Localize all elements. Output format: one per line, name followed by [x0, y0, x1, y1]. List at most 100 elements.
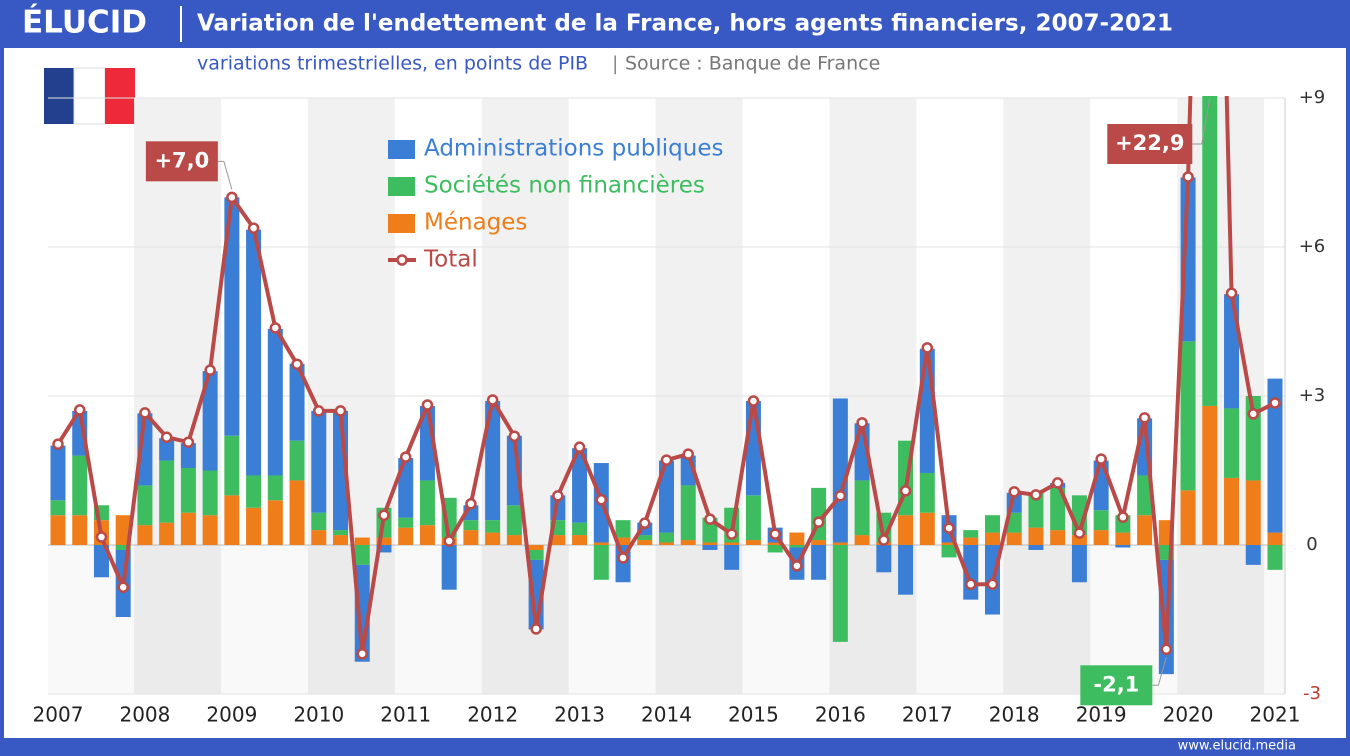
bar-segment — [745, 400, 761, 496]
bar-segment — [1267, 545, 1283, 570]
total-point — [1008, 486, 1020, 498]
total-point — [139, 407, 151, 419]
total-point — [226, 191, 238, 204]
bar-segment — [159, 460, 175, 523]
bar-segment — [659, 532, 674, 543]
bar-segment — [267, 475, 283, 501]
flag — [44, 67, 135, 125]
bar-segment — [180, 468, 196, 513]
bar-segment — [485, 532, 501, 545]
bar-segment — [311, 530, 327, 545]
total-point — [943, 522, 955, 534]
bar-segment — [50, 445, 66, 501]
y-tick-label: 0 — [1306, 534, 1317, 555]
x-tick-label: 2021 — [1250, 703, 1301, 727]
data-label: -2,1 — [1093, 672, 1139, 696]
bar-segment — [246, 475, 262, 508]
bar-segment — [832, 542, 848, 545]
bar-segment — [1071, 535, 1087, 545]
bar-segment — [159, 522, 175, 545]
bar-segment — [767, 542, 783, 545]
bar-segment — [1093, 510, 1109, 531]
x-tick-label: 2007 — [33, 703, 84, 727]
total-point — [1182, 171, 1194, 183]
y-tick-label: -3 — [1303, 683, 1321, 704]
total-point — [334, 405, 347, 417]
bar-segment — [72, 455, 88, 516]
x-tick-label: 2013 — [554, 703, 605, 727]
bar-segment — [159, 438, 175, 461]
bar-segment — [180, 443, 196, 469]
legend-label: Administrations publiques — [424, 136, 723, 162]
bar-segment — [550, 535, 566, 545]
bar-segment — [333, 535, 349, 545]
bar-segment — [572, 448, 588, 523]
bar-segment — [1071, 545, 1087, 583]
bar-segment — [832, 545, 848, 642]
bar-segment — [941, 545, 957, 558]
data-label: +22,9 — [1115, 131, 1184, 155]
bar-segment — [333, 530, 349, 536]
total-point — [1117, 511, 1129, 523]
total-point — [378, 509, 390, 521]
bar-segment — [180, 512, 196, 545]
bar-segment — [224, 197, 240, 436]
x-tick-label: 2014 — [641, 703, 692, 727]
total-point — [117, 581, 129, 593]
total-point — [269, 322, 282, 334]
bar-segment — [637, 535, 653, 541]
total-point — [1095, 453, 1107, 465]
total-point — [791, 560, 803, 572]
bar-segment — [659, 460, 674, 533]
bar-segment — [137, 525, 153, 545]
total-point — [921, 342, 934, 354]
total-point — [660, 454, 673, 466]
bar-segment — [789, 545, 805, 548]
bar-segment — [1224, 477, 1240, 545]
bar-segment — [1137, 515, 1153, 545]
bar-segment — [441, 545, 457, 590]
bar-segment — [1267, 378, 1283, 533]
bar-segment — [1050, 487, 1066, 531]
total-point — [682, 448, 694, 460]
total-point — [1160, 643, 1173, 656]
total-point — [725, 528, 738, 540]
bar-segment — [1028, 492, 1044, 528]
bar-segment — [289, 440, 305, 481]
y-tick-label: +6 — [1299, 236, 1326, 257]
total-point — [769, 528, 781, 540]
bar-segment — [528, 549, 544, 560]
bar-segment — [354, 537, 370, 545]
callout-leader — [1192, 97, 1211, 145]
bar-segment — [593, 542, 609, 545]
bar-segment — [680, 485, 696, 541]
bar-segment — [724, 542, 740, 545]
legend-label: Sociétés non financières — [424, 173, 705, 199]
total-point — [443, 535, 455, 547]
x-tick-label: 2009 — [206, 703, 257, 727]
bar-segment — [615, 520, 631, 538]
callout-box — [1107, 124, 1193, 164]
bar-segment — [115, 545, 131, 550]
bar-segment — [984, 532, 1000, 545]
bar-segment — [1202, 96, 1218, 406]
total-point — [573, 441, 586, 453]
bar-segment — [1180, 341, 1196, 491]
callout-leader — [1152, 657, 1167, 686]
footer-url: www.elucid.media — [1178, 739, 1296, 754]
legend-swatch — [388, 177, 415, 196]
total-point — [465, 498, 477, 510]
bar-segment — [572, 522, 588, 536]
legend-swatch — [388, 214, 415, 233]
total-point — [595, 494, 608, 506]
bar-segment — [789, 532, 805, 545]
bar-segment — [702, 545, 718, 550]
total-point — [1225, 287, 1238, 299]
total-point — [291, 358, 303, 370]
bar-segment — [1180, 490, 1196, 545]
bar-segment — [354, 545, 370, 565]
bar-segment — [1115, 545, 1131, 548]
bar-segment — [50, 515, 66, 545]
total-point — [878, 534, 890, 546]
